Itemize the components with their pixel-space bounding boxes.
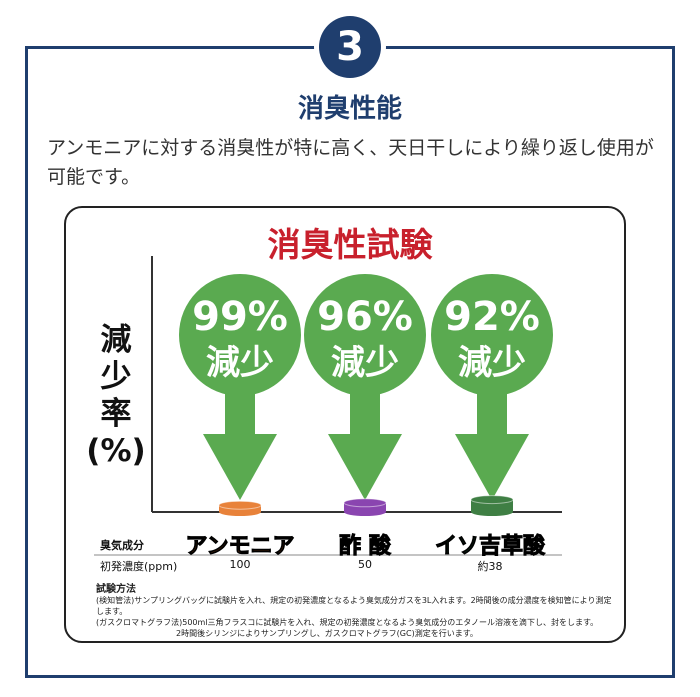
bar-mark: 92%減少	[431, 274, 553, 516]
concentration-isovaleric-acid: 約38	[477, 560, 503, 573]
cylinder-bottom	[471, 508, 513, 516]
cylinder-bottom	[344, 508, 386, 516]
test-method-line: 2時間後シリンジによりサンプリングし、ガスクロマトグラフ(GC)測定を行います。	[176, 629, 478, 638]
section-title: 消臭性能	[297, 94, 402, 124]
step-number-badge: 3	[319, 16, 381, 78]
arrow-head	[203, 434, 277, 500]
cylinder-top	[470, 495, 514, 505]
test-method-title: 試験方法	[96, 584, 136, 595]
reduction-label: 減少	[331, 343, 399, 383]
value-label: 99%	[192, 294, 288, 340]
bar-mark: 99%減少	[179, 274, 301, 516]
arrow-head	[328, 434, 402, 500]
reduction-label: 減少	[458, 343, 526, 383]
concentration-row-header: 初発濃度(ppm)	[100, 560, 178, 573]
bar-mark: 96%減少	[304, 274, 426, 516]
cylinder-bottom	[219, 508, 261, 516]
y-axis-label: 減少率 (%)	[86, 322, 146, 469]
test-method: 試験方法 (検知管法)サンプリングバッグに試験片を入れ、規定の初発濃度となるよう…	[96, 584, 616, 639]
cylinder-body	[344, 502, 386, 512]
concentration-ammonia: 100	[229, 558, 251, 571]
chart-title: 消臭性試験	[267, 225, 433, 264]
arrow-circle	[431, 274, 553, 396]
value-label: 96%	[317, 294, 413, 340]
cylinder-top	[218, 500, 262, 510]
arrow-head	[455, 434, 529, 500]
test-method-line: (ガスクロマトグラフ法)500ml三角フラスコに試験片を入れ、規定の初発濃度とな…	[96, 618, 599, 627]
arrow-circle	[179, 274, 301, 396]
test-method-line: (検知管法)サンプリングバッグに試験片を入れ、規定の初発濃度となるよう臭気成分ガ…	[96, 596, 612, 616]
cylinder-top	[343, 498, 387, 508]
description-text: アンモニアに対する消臭性が特に高く、天日干しにより繰り返し使用が可能です。	[47, 137, 654, 188]
category-label-acetic-acid: 酢 酸	[339, 534, 392, 560]
category-label-isovaleric-acid: イソ吉草酸	[435, 534, 546, 560]
arrow-circle	[304, 274, 426, 396]
odor-row-header: 臭気成分	[100, 539, 144, 552]
category-label-ammonia: アンモニア	[185, 534, 295, 560]
reduction-label: 減少	[206, 343, 274, 383]
value-label: 92%	[444, 294, 540, 340]
concentration-acetic-acid: 50	[358, 558, 372, 571]
